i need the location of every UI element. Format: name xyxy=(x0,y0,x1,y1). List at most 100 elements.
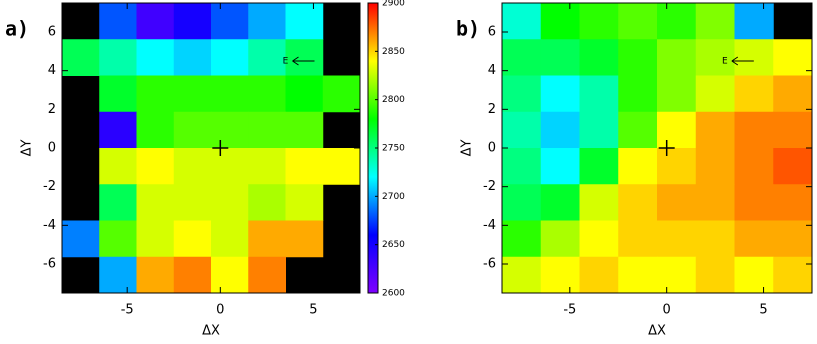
heatmap-cell xyxy=(773,75,812,113)
heatmap-cell xyxy=(62,39,100,76)
heatmap-cell xyxy=(540,148,580,185)
heatmap-cell xyxy=(136,148,175,185)
heatmap-cell xyxy=(695,39,735,76)
heatmap-cell xyxy=(248,3,286,40)
y-tick-label: 6 xyxy=(488,25,496,40)
heatmap-cell xyxy=(618,3,658,40)
y-axis-label: ΔY xyxy=(20,140,35,157)
heatmap-cell xyxy=(695,256,735,293)
heatmap-cell xyxy=(136,220,175,258)
center-marker xyxy=(658,140,675,156)
heatmap-cell xyxy=(173,3,212,40)
heatmap-cell xyxy=(211,220,249,258)
heatmap-cell xyxy=(773,220,812,258)
y-tick-label: 6 xyxy=(48,25,56,40)
y-tick-label: -6 xyxy=(43,257,56,272)
annotation: E xyxy=(283,57,289,67)
heatmap-cell xyxy=(657,184,697,221)
heatmap-cell xyxy=(322,75,360,113)
heatmap-cell xyxy=(248,220,286,258)
heatmap-cell xyxy=(248,148,286,185)
heatmap-cell xyxy=(540,184,580,221)
y-tick-label: 2 xyxy=(488,102,496,117)
y-tick-label: -6 xyxy=(483,257,496,272)
colorbar-tick-label: 2700 xyxy=(382,192,405,202)
heatmap-cell xyxy=(618,184,658,221)
heatmap-cell xyxy=(502,3,542,40)
heatmap-cell xyxy=(248,184,286,221)
heatmap-cell xyxy=(540,220,580,258)
heatmap-cell xyxy=(502,184,542,221)
center-marker xyxy=(212,140,229,156)
heatmap-cell xyxy=(579,148,619,185)
y-tick-label: -4 xyxy=(483,218,496,233)
heatmap-cell xyxy=(734,111,774,149)
heatmap-cell xyxy=(657,148,697,185)
heatmap-cell xyxy=(173,111,212,149)
x-tick-label: 5 xyxy=(309,303,317,318)
heatmap-cell xyxy=(734,39,774,76)
heatmap-cell xyxy=(540,3,580,40)
heatmap-cell xyxy=(657,220,697,258)
heatmap-cell xyxy=(657,39,697,76)
heatmap-cell xyxy=(136,111,175,149)
heatmap-cell xyxy=(579,220,619,258)
heatmap-cell xyxy=(734,148,774,185)
heatmap-cell xyxy=(136,39,175,76)
heatmap-cell xyxy=(695,184,735,221)
heatmap-cell xyxy=(173,184,212,221)
heatmap-cell xyxy=(502,75,542,113)
heatmap-cell xyxy=(734,184,774,221)
heatmap-cell xyxy=(99,148,137,185)
heatmap-cell xyxy=(618,220,658,258)
x-tick-label: 5 xyxy=(759,303,767,318)
heatmap-cell xyxy=(173,220,212,258)
x-axis-label: ΔX xyxy=(202,324,220,339)
heatmap-cell xyxy=(540,39,580,76)
y-tick-label: -2 xyxy=(483,179,496,194)
y-tick-label: 4 xyxy=(488,63,496,78)
heatmap-cell xyxy=(695,111,735,149)
y-tick-label: 4 xyxy=(48,63,56,78)
x-tick-label: 0 xyxy=(663,303,671,318)
heatmap-cell xyxy=(773,148,812,185)
heatmap-cell xyxy=(211,39,249,76)
heatmap-cell xyxy=(695,220,735,258)
heatmap-cell xyxy=(502,148,542,185)
heatmap-cell xyxy=(99,256,137,293)
heatmap-cell xyxy=(579,111,619,149)
y-tick-label: -4 xyxy=(43,218,56,233)
heatmap-cell xyxy=(285,148,324,185)
heatmap-cell xyxy=(695,3,735,40)
heatmap-cell xyxy=(285,75,324,113)
heatmap-cell xyxy=(285,111,324,149)
annotation-arrow xyxy=(292,56,315,66)
colorbar-tick-label: 2750 xyxy=(382,144,405,154)
heatmap-cell xyxy=(502,256,542,293)
heatmap-cell xyxy=(657,256,697,293)
heatmap-cell xyxy=(248,75,286,113)
x-tick-label: 0 xyxy=(216,303,224,318)
heatmap-cell xyxy=(695,148,735,185)
panel-label: a) xyxy=(5,17,29,41)
heatmap-cell xyxy=(502,111,542,149)
heatmap-cell xyxy=(62,220,100,258)
heatmap-cell xyxy=(136,256,175,293)
heatmap-cell xyxy=(322,148,360,185)
heatmap-cell xyxy=(211,75,249,113)
heatmap-cell xyxy=(99,220,137,258)
heatmap-cell xyxy=(618,148,658,185)
heatmap-cell xyxy=(248,39,286,76)
colorbar-tick-label: 2900 xyxy=(382,0,405,9)
heatmap-cell xyxy=(695,75,735,113)
y-tick-label: 0 xyxy=(48,141,56,156)
heatmap-cell xyxy=(173,256,212,293)
heatmap-cell xyxy=(579,3,619,40)
heatmap-cell xyxy=(734,75,774,113)
heatmap-cell xyxy=(540,256,580,293)
heatmap-cell xyxy=(502,39,542,76)
x-tick-label: -5 xyxy=(121,303,134,318)
heatmap-cell xyxy=(773,111,812,149)
heatmap-cell xyxy=(173,75,212,113)
